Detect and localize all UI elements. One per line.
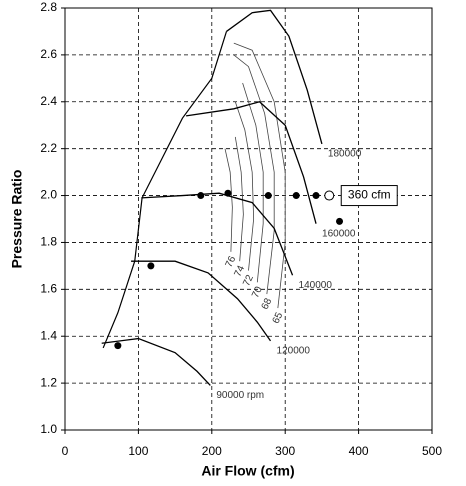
callout-box — [340, 185, 398, 207]
plot-frame — [64, 7, 433, 431]
data-point — [292, 192, 300, 200]
y-tick-label: 1.0 — [40, 422, 57, 436]
efficiency-contour — [242, 82, 264, 283]
efficiency-label: 76 — [224, 254, 239, 269]
x-tick-label: 200 — [202, 444, 222, 458]
efficiency-contour — [234, 101, 255, 271]
speed-line — [186, 101, 317, 224]
data-point — [147, 262, 155, 270]
speed-line — [141, 192, 294, 276]
speed-label: 180000 — [328, 149, 362, 160]
y-axis-title: Pressure Ratio — [9, 170, 25, 269]
data-point — [197, 192, 205, 200]
y-tick-label: 2.2 — [40, 141, 57, 155]
y-tick-label: 1.2 — [40, 375, 57, 389]
x-tick-label: 500 — [422, 444, 442, 458]
speed-label: 120000 — [277, 346, 311, 357]
speed-label: 90000 rpm — [216, 390, 264, 401]
efficiency-contour — [233, 54, 275, 295]
data-point — [264, 192, 272, 200]
y-tick-label: 2.4 — [40, 94, 57, 108]
x-tick-label: 300 — [275, 444, 295, 458]
speed-line — [226, 9, 323, 145]
efficiency-label: 68 — [260, 296, 275, 311]
y-tick-label: 2.6 — [40, 47, 57, 61]
speed-line — [101, 337, 211, 386]
x-axis-title: Air Flow (cfm) — [201, 463, 294, 479]
efficiency-label: 65 — [271, 310, 286, 325]
y-tick-label: 1.6 — [40, 282, 57, 296]
efficiency-contour — [234, 136, 244, 262]
data-point — [312, 192, 320, 200]
x-tick-label: 400 — [349, 444, 369, 458]
data-point — [336, 217, 344, 225]
speed-label: 160000 — [322, 228, 356, 239]
operating-point — [324, 190, 335, 201]
efficiency-label: 70 — [250, 285, 265, 300]
x-tick-label: 100 — [128, 444, 148, 458]
x-tick-label: 0 — [62, 444, 69, 458]
y-tick-label: 2.0 — [40, 188, 57, 202]
y-tick-label: 2.8 — [40, 0, 57, 14]
efficiency-contour — [224, 148, 233, 252]
y-tick-label: 1.4 — [40, 328, 57, 342]
data-point — [114, 342, 122, 350]
speed-line — [131, 260, 272, 342]
y-tick-label: 1.8 — [40, 235, 57, 249]
efficiency-label: 74 — [232, 263, 247, 278]
speed-label: 140000 — [299, 280, 333, 291]
efficiency-label: 72 — [241, 273, 256, 288]
data-point — [224, 189, 232, 197]
callout-label: 360 cfm — [348, 188, 391, 202]
